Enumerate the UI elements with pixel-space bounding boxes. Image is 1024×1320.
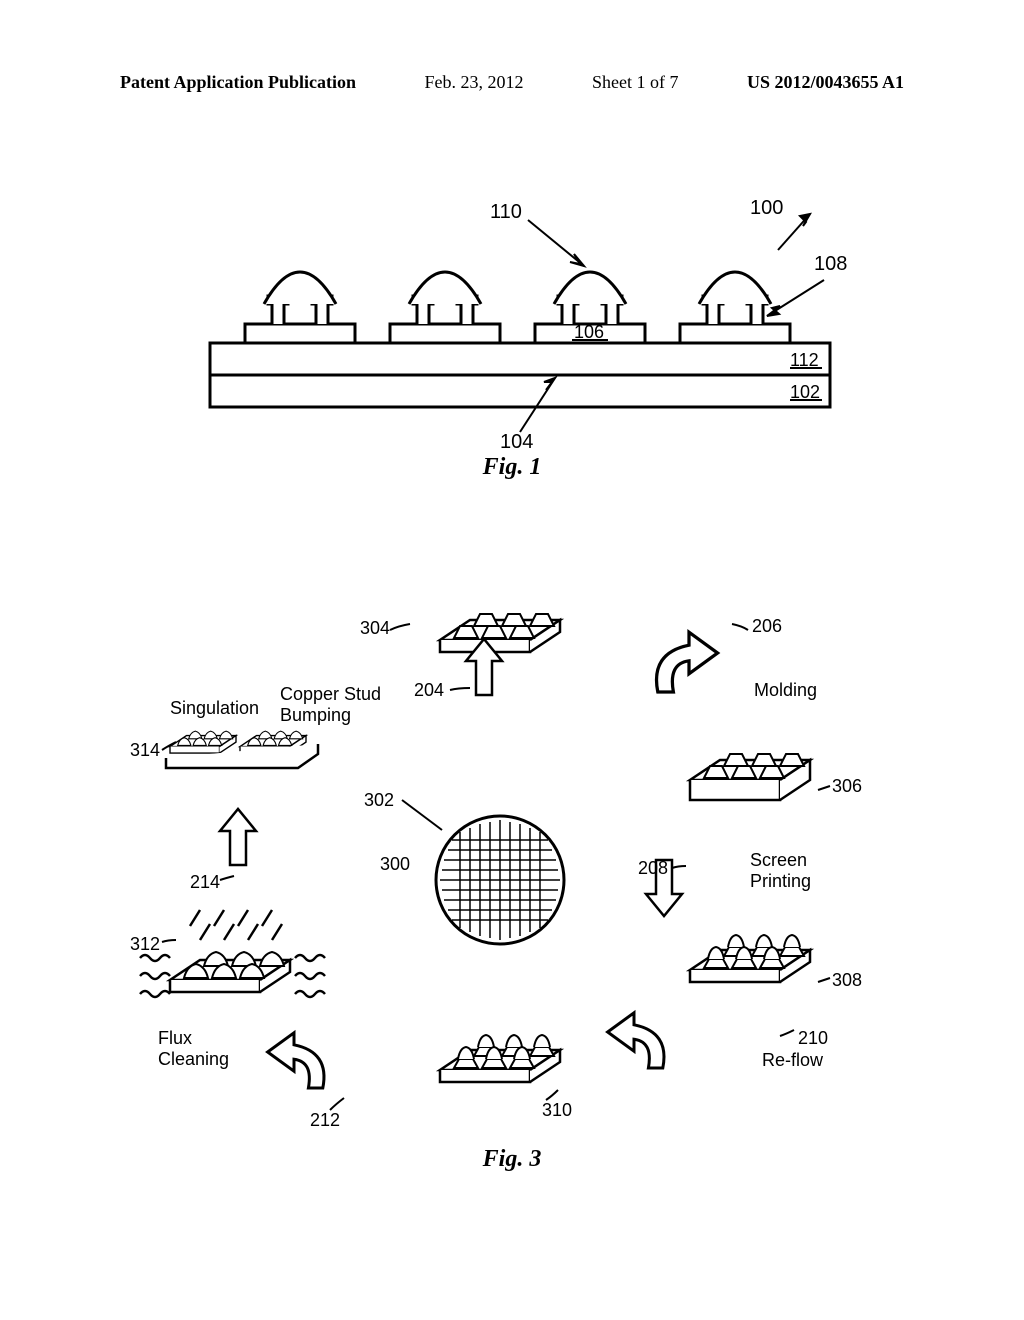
- label-molding: Molding: [754, 680, 817, 701]
- ref-208: 208: [638, 858, 668, 879]
- ref-308: 308: [832, 970, 862, 991]
- figure-3: 304 204 206 302 300 306 208 214 314 312 …: [130, 590, 890, 1150]
- svg-text:106: 106: [574, 322, 604, 342]
- header-sheet: Sheet 1 of 7: [592, 72, 678, 93]
- ref-212: 212: [310, 1110, 340, 1131]
- ref-304: 304: [360, 618, 390, 639]
- ref-300: 300: [380, 854, 410, 875]
- ref-306: 306: [832, 776, 862, 797]
- figure-1: 110 100 108 106 112 102 104: [190, 200, 850, 460]
- label-reflow: Re-flow: [762, 1050, 823, 1071]
- svg-text:102: 102: [790, 382, 820, 402]
- svg-text:100: 100: [750, 200, 783, 219]
- label-flux-cleaning: Flux Cleaning: [158, 1028, 229, 1070]
- svg-text:104: 104: [500, 431, 533, 453]
- ref-210: 210: [798, 1028, 828, 1049]
- ref-314: 314: [130, 740, 160, 761]
- ref-214: 214: [190, 872, 220, 893]
- header-publication: Patent Application Publication: [120, 72, 356, 93]
- ref-206: 206: [752, 616, 782, 637]
- ref-204: 204: [414, 680, 444, 701]
- figure-1-caption: Fig. 1: [0, 454, 1024, 481]
- label-copper-stud: Copper Stud Bumping: [280, 684, 381, 726]
- svg-text:108: 108: [814, 253, 847, 275]
- svg-text:110: 110: [490, 201, 522, 223]
- header-patent-number: US 2012/0043655 A1: [747, 72, 904, 93]
- figure-3-caption: Fig. 3: [0, 1146, 1024, 1173]
- ref-310: 310: [542, 1100, 572, 1121]
- ref-312: 312: [130, 934, 160, 955]
- header-date: Feb. 23, 2012: [425, 72, 524, 93]
- label-screen-printing: Screen Printing: [750, 850, 811, 892]
- svg-text:112: 112: [790, 350, 819, 370]
- ref-302: 302: [364, 790, 394, 811]
- page-header: Patent Application Publication Feb. 23, …: [0, 72, 1024, 93]
- figure-1-svg: 110 100 108 106 112 102 104: [190, 200, 850, 460]
- label-singulation: Singulation: [170, 698, 259, 719]
